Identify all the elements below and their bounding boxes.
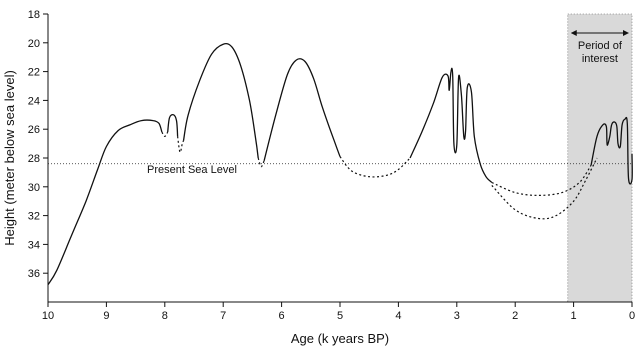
y-tick-label: 22 xyxy=(28,67,40,79)
sea-level-curve-segment-10 xyxy=(491,164,592,196)
y-tick-label: 24 xyxy=(28,95,40,107)
y-tick-label: 26 xyxy=(28,124,40,136)
x-ticks: 10 9 8 7 6 5 4 3 2 1 0 xyxy=(42,302,635,322)
x-tick-label: 4 xyxy=(395,310,401,322)
y-tick-label: 30 xyxy=(28,182,40,194)
x-tick-label: 7 xyxy=(220,310,226,322)
sea-level-curve-segment-12 xyxy=(590,116,633,185)
x-tick-label: 9 xyxy=(103,310,109,322)
x-tick-label: 6 xyxy=(279,310,285,322)
sea-level-curve-segment-1 xyxy=(47,119,163,286)
y-tick-label: 36 xyxy=(28,268,40,280)
y-tick-label: 18 xyxy=(28,9,40,21)
x-tick-label: 5 xyxy=(337,310,343,322)
x-tick-label: 3 xyxy=(454,310,460,322)
series-layer xyxy=(47,42,633,286)
y-axis-title: Height (meter below sea level) xyxy=(2,70,17,246)
highlight-band-group: Period of interest xyxy=(567,13,633,303)
sea-level-curve-segment-9 xyxy=(409,67,493,183)
x-tick-label: 8 xyxy=(162,310,168,322)
sea-level-curve-segment-7 xyxy=(263,58,341,162)
y-tick-label: 32 xyxy=(28,211,40,223)
sea-level-curve-segment-4 xyxy=(177,136,185,153)
x-tick-label: 2 xyxy=(512,310,518,322)
x-axis-title: Age (k years BP) xyxy=(291,331,389,346)
period-label-line2: interest xyxy=(582,53,618,65)
sea-level-curve-segment-11 xyxy=(491,157,598,220)
y-tick-label: 28 xyxy=(28,153,40,165)
present-sea-level-label: Present Sea Level xyxy=(147,164,237,176)
sea-level-curve-segment-3 xyxy=(167,113,179,137)
y-ticks: 18 20 22 24 26 28 30 32 34 36 xyxy=(28,9,48,280)
sea-level-curve-segment-2 xyxy=(161,131,169,137)
x-tick-label: 1 xyxy=(571,310,577,322)
y-tick-label: 20 xyxy=(28,38,40,50)
x-tick-label: 0 xyxy=(629,310,635,322)
sea-level-curve-segment-5 xyxy=(182,42,259,159)
y-tick-label: 34 xyxy=(28,239,40,251)
sea-level-curve-segment-6 xyxy=(257,157,265,168)
sea-level-curve-segment-8 xyxy=(339,156,411,178)
x-tick-label: 10 xyxy=(42,310,54,322)
period-label-line1: Period of xyxy=(578,40,623,52)
